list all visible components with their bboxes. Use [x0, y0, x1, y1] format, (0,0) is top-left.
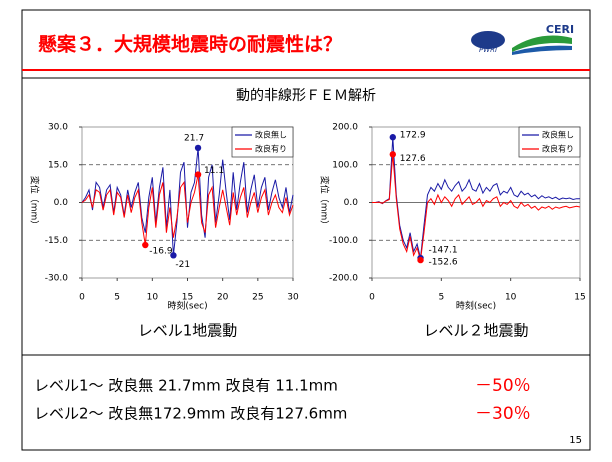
series-line — [372, 137, 580, 259]
peak-label: -152.6 — [429, 258, 458, 268]
peak-marker — [194, 144, 202, 152]
y-tick-label: -200.0 — [329, 274, 358, 284]
x-axis-label: 時刻(sec) — [456, 300, 496, 312]
y-tick-label: -100.0 — [329, 236, 358, 246]
logo-shape — [471, 31, 505, 49]
y-tick-label: -15.0 — [45, 236, 69, 246]
y-axis-label: 変位（mm） — [319, 176, 331, 230]
x-tick-label: 10 — [147, 293, 159, 303]
y-tick-label: 200.0 — [332, 123, 358, 133]
y-tick-label: 0.0 — [54, 198, 69, 208]
peak-label: 127.6 — [400, 154, 426, 164]
series-line — [81, 174, 294, 246]
peak-marker — [142, 241, 149, 249]
peak-label: 21.7 — [184, 133, 204, 143]
summary-line: レベル2～ 改良無172.9mm 改良有127.6mm — [34, 405, 347, 423]
summary-line: レベル1～ 改良無 21.7mm 改良有 11.1mm — [34, 377, 338, 395]
x-tick-label: 15 — [182, 293, 193, 303]
y-tick-label: -30.0 — [45, 274, 69, 284]
peak-label: -147.1 — [429, 246, 458, 256]
x-tick-label: 0 — [369, 293, 375, 303]
summary-reduction: －50％ — [475, 376, 531, 396]
x-tick-label: 25 — [252, 293, 263, 303]
x-tick-label: 30 — [287, 293, 299, 303]
peak-label: 11.1 — [204, 166, 224, 176]
legend-box — [518, 126, 581, 158]
chart-caption: レベル２地震動 — [423, 322, 528, 340]
logo-ceri: CERI — [512, 23, 574, 55]
legend-box — [231, 126, 294, 158]
peak-label: 172.9 — [400, 131, 426, 141]
summary-reduction: －30％ — [475, 404, 531, 424]
legend-label: 改良無し — [542, 130, 574, 140]
y-tick-label: 0.0 — [344, 198, 359, 208]
y-tick-label: 15.0 — [48, 160, 68, 170]
peak-marker — [194, 171, 202, 178]
chart-caption: レベル1地震動 — [138, 322, 238, 340]
logo-shape — [512, 35, 572, 52]
x-tick-label: 10 — [505, 293, 517, 303]
x-tick-label: 5 — [438, 293, 444, 303]
x-tick-label: 20 — [217, 293, 229, 303]
logo-text: PWRI — [479, 46, 497, 54]
y-tick-label: 30.0 — [48, 123, 68, 133]
y-tick-label: 100.0 — [332, 160, 358, 170]
legend-label: 改良有り — [542, 144, 574, 154]
peak-label: -16.9 — [149, 247, 173, 257]
page-number: 15 — [569, 435, 582, 446]
logo-text: CERI — [546, 23, 574, 36]
peak-marker — [417, 256, 424, 264]
legend-label: 改良有り — [255, 144, 287, 154]
summary: レベル1～ 改良無 21.7mm 改良有 11.1mm －50％ レベル2～ 改… — [34, 376, 531, 424]
logo-pwri: PWRI — [471, 31, 505, 54]
legend-label: 改良無し — [255, 130, 287, 140]
x-tick-label: 5 — [114, 293, 120, 303]
panel-frame — [21, 77, 591, 356]
x-tick-label: 15 — [574, 293, 585, 303]
x-tick-label: 0 — [79, 293, 85, 303]
peak-label: -21 — [175, 260, 190, 270]
peak-marker — [170, 252, 177, 259]
panel-title: 動的非線形ＦＥＭ解析 — [236, 88, 376, 104]
y-axis-label: 変位（mm） — [29, 176, 41, 230]
peak-marker — [389, 134, 396, 141]
peak-marker — [389, 151, 396, 158]
slide-title: 懸案３．大規模地震時の耐震性は？ — [38, 33, 342, 56]
series-line — [81, 147, 294, 256]
series-line — [372, 154, 581, 261]
x-axis-label: 時刻(sec) — [167, 300, 207, 312]
logo-shape — [512, 45, 572, 55]
